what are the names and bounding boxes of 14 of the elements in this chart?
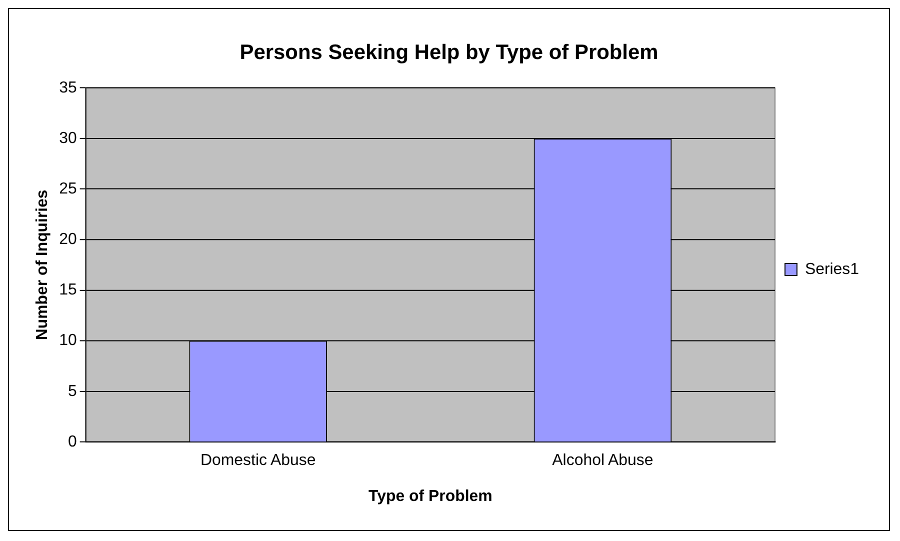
x-tick-label: Domestic Abuse: [200, 452, 316, 469]
y-tick-label: 15: [59, 282, 77, 299]
y-tick-label: 20: [59, 231, 77, 248]
x-axis-title: Type of Problem: [368, 488, 492, 505]
y-tick-label: 35: [59, 79, 77, 96]
y-tick-label: 10: [59, 332, 77, 350]
y-tick-label: 30: [59, 130, 77, 147]
y-tick-label: 5: [68, 382, 77, 400]
y-tick-label: 25: [59, 180, 77, 198]
x-tick-label: Alcohol Abuse: [552, 452, 654, 469]
chart-title: Persons Seeking Help by Type of Problem: [240, 41, 658, 64]
y-axis-title: Number of Inquiries: [34, 190, 51, 340]
legend-label: Series1: [804, 260, 860, 278]
y-tick-label: 0: [68, 433, 77, 450]
